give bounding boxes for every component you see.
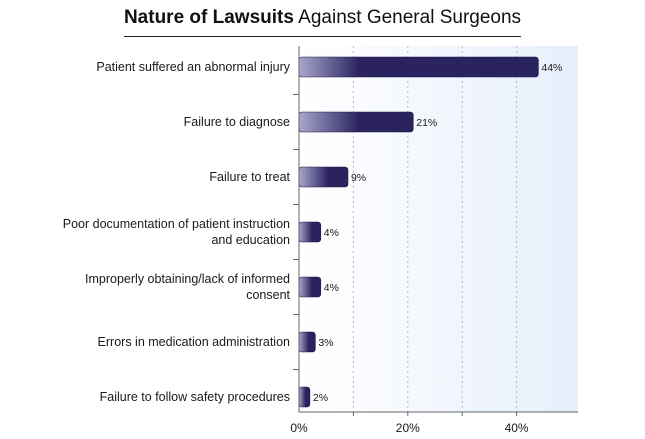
bar-6 bbox=[298, 386, 311, 408]
value-label-3: 4% bbox=[324, 227, 339, 239]
chart-title-bold: Nature of Lawsuits bbox=[123, 7, 294, 28]
plot-area bbox=[299, 46, 578, 412]
value-label-0: 44% bbox=[541, 62, 562, 74]
x-tick-label-1: 20% bbox=[396, 421, 420, 435]
bar-4 bbox=[298, 276, 322, 298]
value-label-2: 9% bbox=[351, 172, 366, 184]
category-label-2: Failure to treat bbox=[209, 170, 290, 184]
category-label-4-line-0: Improperly obtaining/lack of informed bbox=[85, 272, 290, 286]
bar-5 bbox=[298, 331, 316, 353]
bars bbox=[298, 56, 539, 408]
labels: 44% Patient suffered an abnormal injury 21… bbox=[63, 60, 563, 435]
category-label-3-line-1: and education bbox=[211, 233, 290, 247]
gridlines bbox=[352, 46, 518, 412]
bar-3 bbox=[298, 221, 322, 243]
chart-title-rest: Against General Surgeons bbox=[298, 7, 522, 28]
bar-2 bbox=[298, 166, 349, 188]
axes bbox=[293, 46, 578, 416]
value-label-1: 21% bbox=[416, 117, 437, 129]
value-label-4: 4% bbox=[324, 282, 339, 294]
category-label-5: Errors in medication administration bbox=[98, 335, 290, 349]
bar-1 bbox=[298, 111, 414, 133]
x-tick-label-0: 0% bbox=[290, 421, 308, 435]
category-label-1: Failure to diagnose bbox=[184, 115, 290, 129]
chart-title: Nature of Lawsuits Against General Surge… bbox=[0, 7, 645, 29]
value-label-6: 2% bbox=[313, 392, 328, 404]
title-underline bbox=[124, 36, 521, 37]
bar-0 bbox=[298, 56, 539, 78]
x-tick-label-2: 40% bbox=[505, 421, 529, 435]
value-label-5: 3% bbox=[318, 337, 333, 349]
category-label-0: Patient suffered an abnormal injury bbox=[96, 60, 290, 74]
category-label-4-line-1: consent bbox=[246, 288, 290, 302]
category-label-3-line-0: Poor documentation of patient instructio… bbox=[63, 217, 290, 231]
category-label-6: Failure to follow safety procedures bbox=[100, 390, 290, 404]
